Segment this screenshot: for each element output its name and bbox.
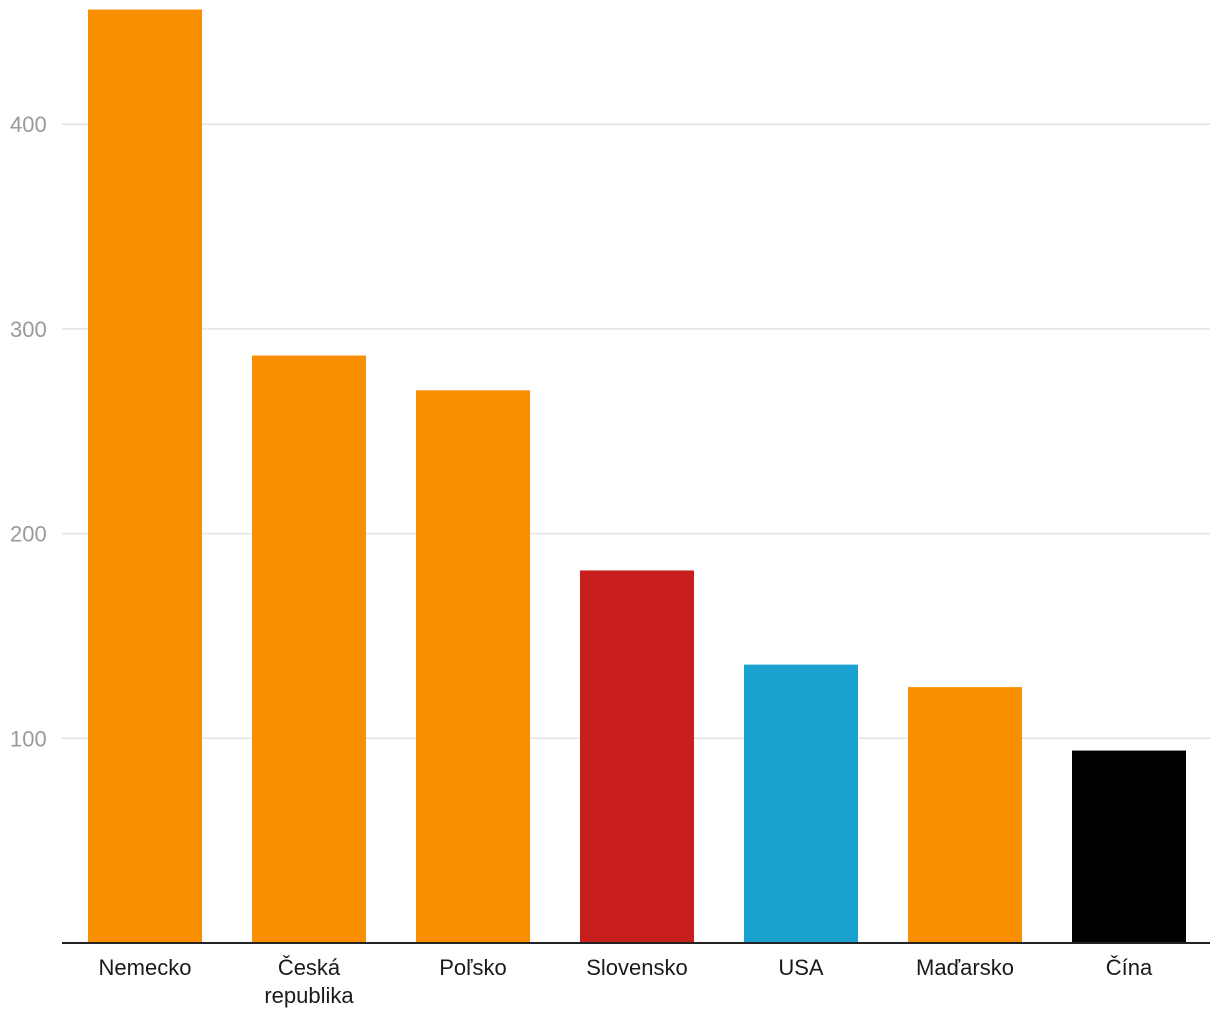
x-tick-label-line: USA (778, 955, 824, 980)
x-tick-label-maďarsko: Maďarsko (916, 955, 1014, 980)
bar-slovensko (580, 570, 694, 943)
bar-usa (744, 664, 858, 943)
x-tick-label-usa: USA (778, 955, 824, 980)
bar-česká-republika (252, 355, 366, 943)
x-tick-label-nemecko: Nemecko (99, 955, 192, 980)
x-tick-label-česká-republika: Česká republika (264, 955, 354, 1008)
x-tick-label-poľsko: Poľsko (439, 955, 507, 980)
x-tick-label-line: Slovensko (586, 955, 688, 980)
bar-poľsko (416, 390, 530, 943)
x-axis-labels: Nemecko Česká republika Poľsko Slovensko USA M… (99, 955, 1153, 1008)
x-tick-label-slovensko: Slovensko (586, 955, 688, 980)
y-tick-label-400: 400 (10, 112, 47, 137)
x-tick-label-line: Nemecko (99, 955, 192, 980)
bar-nemecko (88, 9, 202, 944)
x-tick-label-line: Poľsko (439, 955, 507, 980)
y-tick-label-200: 200 (10, 522, 47, 547)
bar-čína (1072, 750, 1186, 943)
x-tick-label-line: republika (264, 983, 354, 1008)
y-tick-label-100: 100 (10, 726, 47, 751)
x-tick-label-čína: Čína (1106, 955, 1153, 980)
bars (88, 9, 1186, 944)
x-tick-label-line: Čína (1106, 955, 1153, 980)
bar-maďarsko (908, 687, 1022, 943)
y-tick-label-300: 300 (10, 317, 47, 342)
x-tick-label-line: Maďarsko (916, 955, 1014, 980)
y-axis-ticks: 100 200 300 400 (10, 112, 47, 751)
x-tick-label-line: Česká (278, 955, 341, 980)
